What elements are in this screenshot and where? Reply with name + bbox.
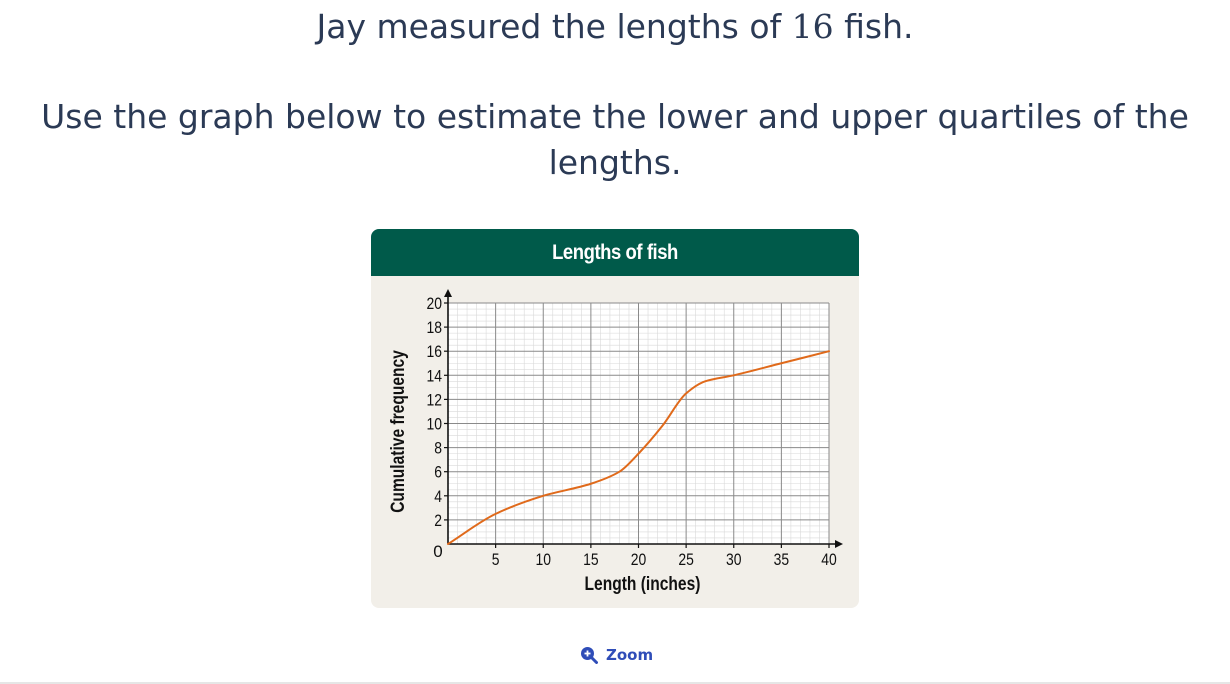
y-tick-label: 12 [427,391,442,410]
zoom-button[interactable]: Zoom [580,643,653,667]
question-fish-count: 16 [791,7,834,46]
chart: 2 4 6 8 10 12 14 16 18 20 0 5 10 15 20 25 30 35 40 Length (… [387,289,843,595]
y-tick-label: 4 [434,488,442,507]
divider [0,682,1230,684]
zoom-label: Zoom [606,646,654,664]
x-tick-label: 35 [774,551,789,570]
cumulative-frequency-curve [447,350,830,545]
y-tick-label: 18 [427,319,442,338]
chart-card: Lengths of fish 2 4 6 8 10 12 14 16 18 20 0 5 10 15 20… [371,229,859,608]
question-line-1-post: fish. [833,7,914,46]
y-axis-arrow [444,289,452,297]
y-tick-label: 16 [427,343,442,362]
question-line-1: Jay measured the lengths of 16 fish. [0,4,1230,50]
zoom-in-icon [581,647,598,664]
x-tick-label: 5 [492,551,500,570]
x-tick-label: 25 [678,551,693,570]
y-tick-label: 10 [427,415,443,434]
y-tick-label: 14 [427,367,443,386]
y-axis-title: Cumulative frequency [387,350,409,513]
x-axis-arrow [835,540,843,548]
x-tick-label: 20 [631,551,647,570]
x-tick-label: 30 [726,551,742,570]
y-tick-label: 6 [434,463,442,482]
chart-title: Lengths of fish [552,241,678,264]
x-tick-label: 10 [536,551,552,570]
x-axis-title: Length (inches) [585,573,701,595]
chart-header [371,229,859,276]
x-tick-label: 15 [583,551,598,570]
y-tick-label: 2 [434,512,442,531]
x-tick-label: 40 [821,551,837,570]
question-line-2: Use the graph below to estimate the lowe… [41,97,1189,182]
y-tick-label: 20 [427,295,443,314]
question-line-1-pre: Jay measured the lengths of [316,7,792,46]
y-tick-label: 8 [434,439,442,458]
origin-label: 0 [433,542,442,561]
